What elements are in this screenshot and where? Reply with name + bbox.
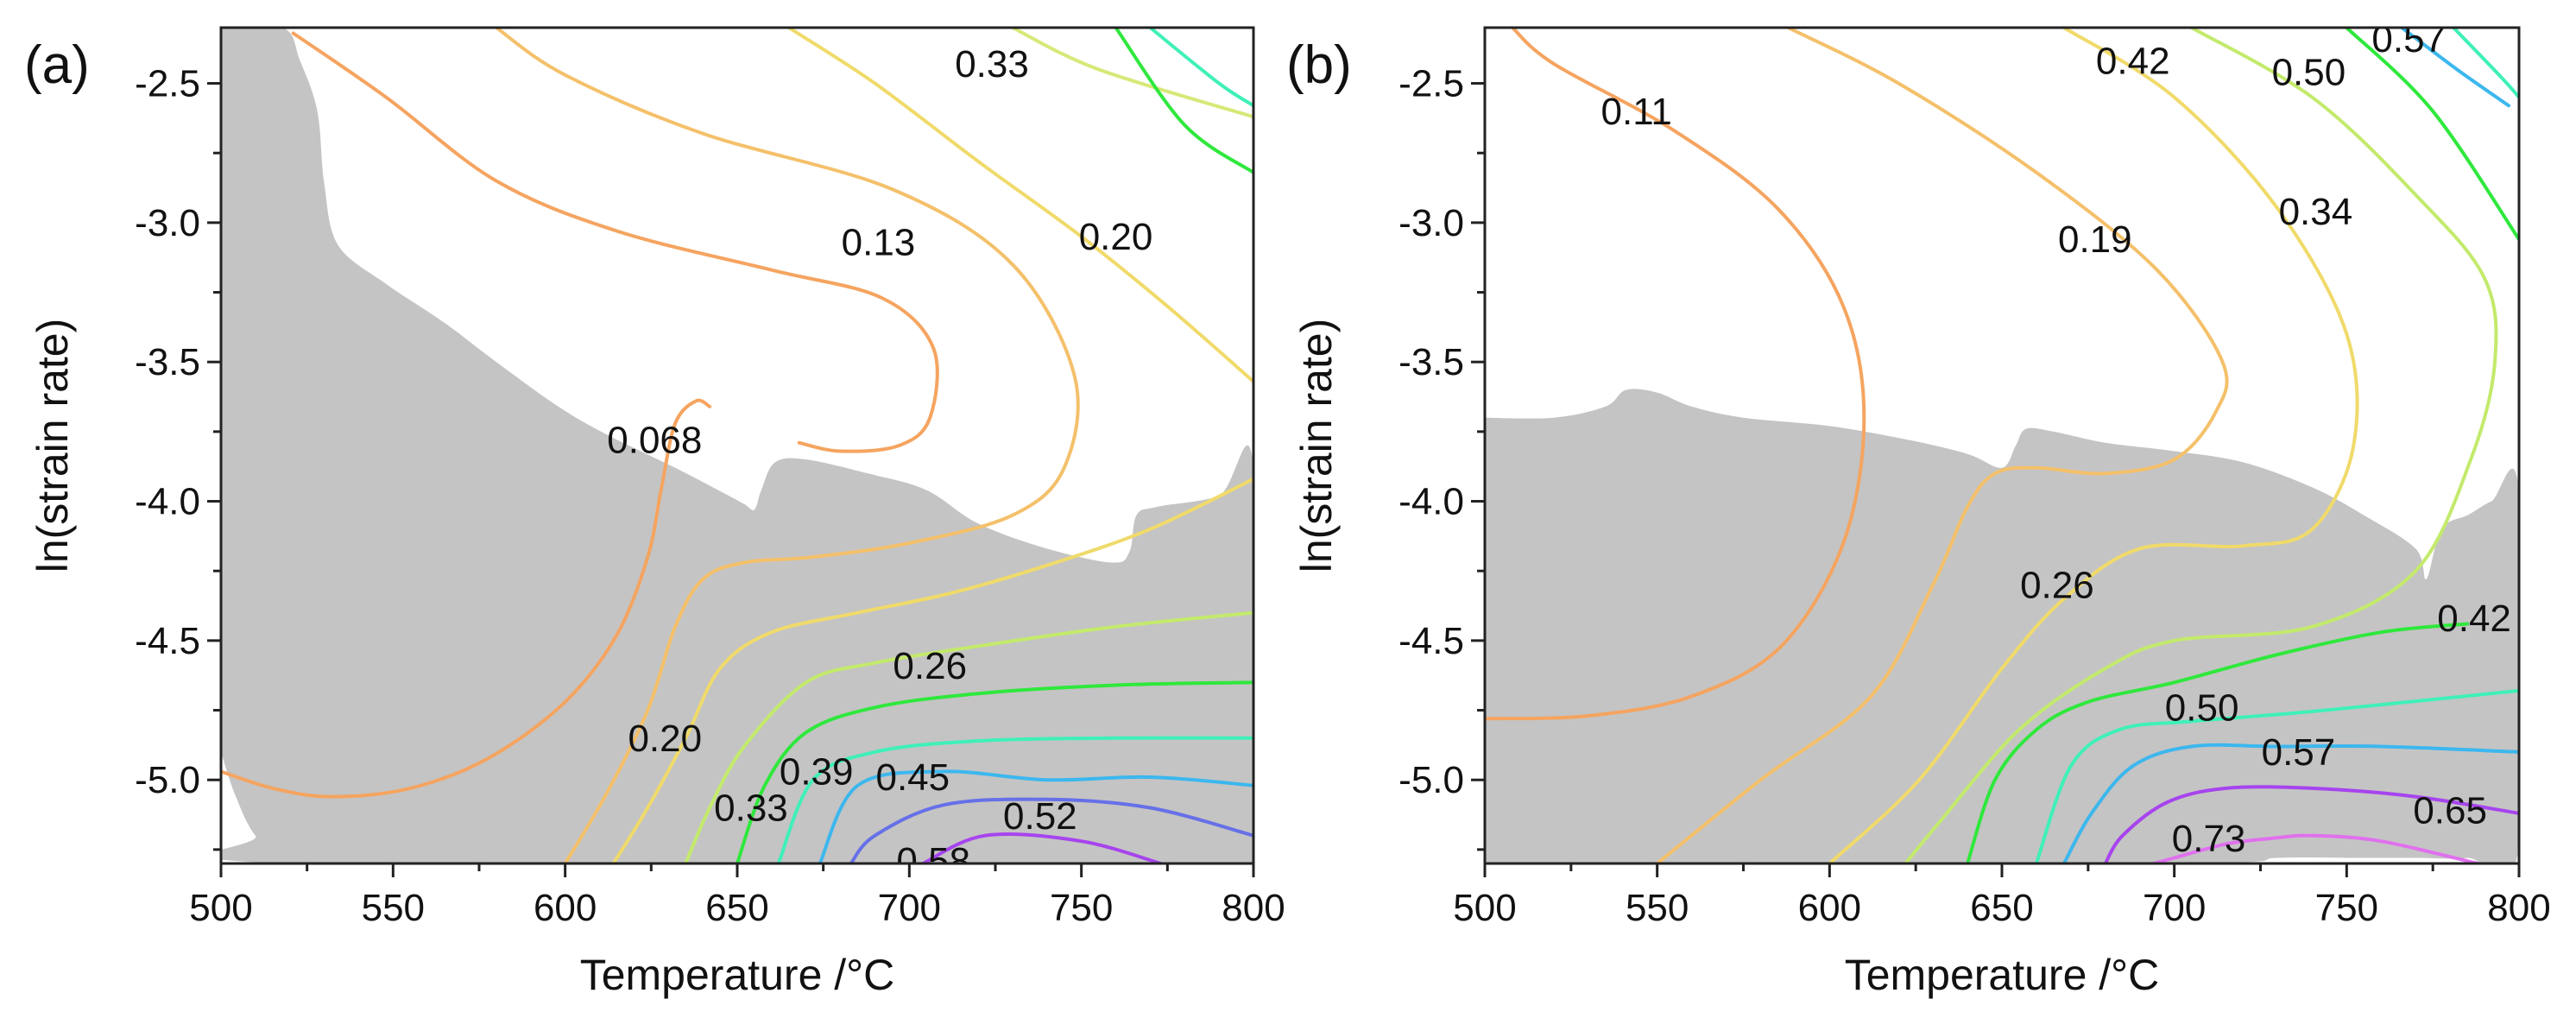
- contour-line-6: [684, 610, 1253, 863]
- contour-label-8: 0.57: [2371, 18, 2446, 60]
- contour-line-5: [1010, 28, 1253, 119]
- contour-line-7: [736, 680, 1253, 863]
- panel-0: 0.0680.130.200.200.260.330.330.390.390.4…: [24, 0, 1285, 999]
- contour-label-6: 0.26: [893, 645, 967, 687]
- contour-line-10: [2103, 785, 2519, 863]
- x-tick-label: 500: [1453, 887, 1516, 929]
- instability-region: [1485, 389, 2519, 863]
- contour-label-4: 0.42: [2096, 41, 2170, 83]
- contour-line-0: [1485, 28, 1866, 721]
- y-tick-label: -4.0: [135, 481, 200, 523]
- plot-area: 0.0680.130.200.200.260.330.330.390.390.4…: [221, 0, 1253, 882]
- contour-label-8: 0.33: [955, 43, 1029, 85]
- contour-line-13: [921, 832, 1163, 863]
- contour-line-7: [2034, 688, 2519, 863]
- y-tick-label: -3.5: [1398, 341, 1464, 383]
- contour-label-3: 0.20: [628, 718, 702, 760]
- contour-line-5: [1966, 622, 2470, 863]
- instability-region: [221, 28, 1253, 863]
- contour-label-5: 0.42: [2437, 598, 2511, 640]
- x-axis-title: Temperature /°C: [1845, 951, 2160, 999]
- y-tick-label: -3.5: [135, 341, 200, 383]
- contour-line-4: [611, 477, 1253, 863]
- x-tick-label: 800: [2487, 887, 2550, 929]
- contour-label-2: 0.13: [842, 221, 916, 263]
- y-tick-label: -5.0: [1398, 759, 1464, 801]
- x-tick-label: 750: [2315, 887, 2378, 929]
- x-tick-label: 600: [1798, 887, 1861, 929]
- contour-label-11: 0.73: [2172, 818, 2246, 860]
- contour-label-7: 0.33: [714, 787, 788, 829]
- contour-line-0: [221, 398, 712, 799]
- contour-line-3: [786, 28, 1253, 383]
- panel-label: (a): [24, 35, 90, 95]
- x-tick-label: 800: [1222, 887, 1285, 929]
- contour-label-9: 0.57: [2262, 731, 2336, 774]
- y-tick-label: -3.0: [135, 202, 200, 244]
- y-tick-label: -4.0: [1398, 481, 1464, 523]
- contour-line-10: [1148, 28, 1253, 108]
- contour-line-1: [291, 31, 939, 453]
- y-tick-label: -2.5: [135, 63, 200, 105]
- contour-line-9: [776, 736, 1253, 863]
- contour-line-6: [2452, 28, 2519, 99]
- contour-label-3: 0.34: [2279, 191, 2353, 233]
- y-axis-title: ln(strain rate): [1292, 319, 1341, 573]
- x-tick-label: 600: [534, 887, 597, 929]
- x-tick-label: 750: [1050, 887, 1113, 929]
- x-tick-label: 650: [1970, 887, 2033, 929]
- panel-label: (b): [1286, 35, 1352, 95]
- contour-label-9: 0.39: [780, 751, 854, 794]
- contour-label-10: 0.65: [2413, 790, 2487, 832]
- contour-line-2: [1828, 28, 2359, 863]
- y-tick-label: -3.0: [1398, 202, 1464, 244]
- x-tick-label: 700: [2143, 887, 2206, 929]
- contour-line-4: [2345, 28, 2519, 242]
- contour-line-8: [2400, 28, 2510, 108]
- contour-label-11: 0.45: [875, 756, 950, 799]
- y-tick-label: -4.5: [135, 620, 200, 662]
- contour-line-12: [849, 797, 1253, 863]
- x-tick-label: 700: [878, 887, 941, 929]
- y-tick-label: -5.0: [135, 759, 200, 801]
- y-tick-label: -4.5: [1398, 620, 1464, 662]
- contour-line-11: [818, 769, 1253, 863]
- contour-label-4: 0.20: [1079, 216, 1153, 258]
- x-tick-label: 550: [1626, 887, 1689, 929]
- contour-label-1: 0.19: [2058, 218, 2132, 261]
- x-axis-title: Temperature /°C: [580, 951, 895, 999]
- contour-line-2: [494, 28, 1080, 863]
- contour-line-8: [1114, 28, 1253, 174]
- contour-label-0: 0.068: [607, 420, 702, 462]
- contour-label-0: 0.11: [1601, 91, 1672, 133]
- y-axis-title: ln(strain rate): [28, 319, 77, 573]
- panel-1: 0.11 0.19 0.26 0.34 0.42 0.42 0.50 0.50 0.57 0.57…: [1286, 18, 2551, 999]
- contour-label-7: 0.50: [2165, 686, 2239, 729]
- contour-label-2: 0.26: [2020, 564, 2094, 606]
- contour-line-9: [2061, 743, 2519, 863]
- contour-line-3: [1904, 28, 2498, 863]
- x-tick-label: 500: [189, 887, 252, 929]
- contour-label-12: 0.52: [1003, 795, 1077, 838]
- contour-label-10: 0.39: [955, 0, 1029, 29]
- x-tick-label: 650: [705, 887, 768, 929]
- contour-line-1: [1655, 28, 2229, 863]
- plot-area: 0.11 0.19 0.26 0.34 0.42 0.42 0.50 0.50 0.57 0.57…: [1485, 18, 2519, 863]
- x-tick-label: 550: [362, 887, 425, 929]
- contour-line-11: [2151, 833, 2480, 863]
- contour-label-6: 0.50: [2272, 52, 2346, 94]
- y-tick-label: -2.5: [1398, 63, 1464, 105]
- contour-label-13: 0.58: [896, 840, 970, 882]
